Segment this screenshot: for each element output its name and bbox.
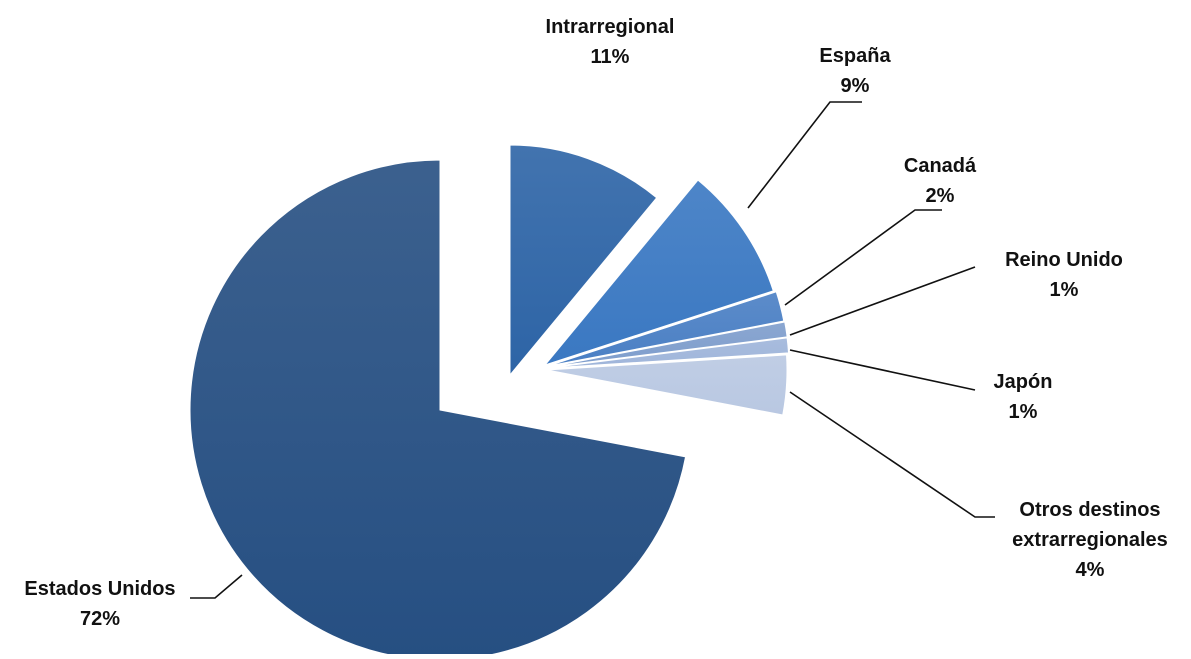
data-label-otros-destinos-extrarregionales: Otros destinos extrarregionales 4% xyxy=(1012,499,1168,581)
value-label: 9% xyxy=(841,75,870,97)
data-label-japon: Japón 1% xyxy=(994,371,1053,423)
slices-layer xyxy=(189,144,790,659)
pie-slice-intrarregional xyxy=(509,144,658,377)
value-label: 1% xyxy=(1050,279,1079,301)
leader-line-reino-unido xyxy=(789,266,976,336)
leader-line-estados-unidos xyxy=(190,574,243,599)
category-label: Otros destinos xyxy=(1019,499,1160,521)
value-label: 72% xyxy=(80,608,120,630)
leader-lines-layer xyxy=(190,101,995,599)
category-label: Japón xyxy=(994,371,1053,393)
leader-line-canada xyxy=(784,209,942,306)
leader-line-japon xyxy=(789,349,976,391)
data-label-intrarregional: Intrarregional 11% xyxy=(546,16,675,68)
category-label: Canadá xyxy=(904,155,977,177)
pie-slice-canada xyxy=(547,291,785,367)
value-label: 11% xyxy=(591,46,630,68)
value-label: 1% xyxy=(1009,401,1038,423)
value-label: 2% xyxy=(926,185,955,207)
leader-line-espana xyxy=(747,101,862,209)
data-label-reino-unido: Reino Unido 1% xyxy=(1005,249,1123,301)
pie-slice-espana xyxy=(543,179,774,367)
pie-slice-otros-destinos-extrarregionales xyxy=(546,354,788,416)
data-label-canada: Canadá 2% xyxy=(904,155,977,207)
category-label: Intrarregional xyxy=(546,16,675,38)
leader-line-otros-destinos-extrarregionales xyxy=(789,391,995,518)
pie-slice-estados-unidos xyxy=(189,159,687,659)
labels-layer: Estados Unidos 72% Intrarregional 11% España… xyxy=(24,16,1167,630)
category-label: Reino Unido xyxy=(1005,249,1123,271)
category-label: España xyxy=(819,45,891,67)
pie-slice-japon xyxy=(548,337,790,369)
category-label: extrarregionales xyxy=(1012,529,1168,551)
category-label: Estados Unidos xyxy=(24,578,175,600)
value-label: 4% xyxy=(1076,559,1105,581)
pie-slice-reino-unido xyxy=(548,321,788,368)
data-label-estados-unidos: Estados Unidos 72% xyxy=(24,578,175,630)
data-label-espana: España 9% xyxy=(819,45,891,97)
